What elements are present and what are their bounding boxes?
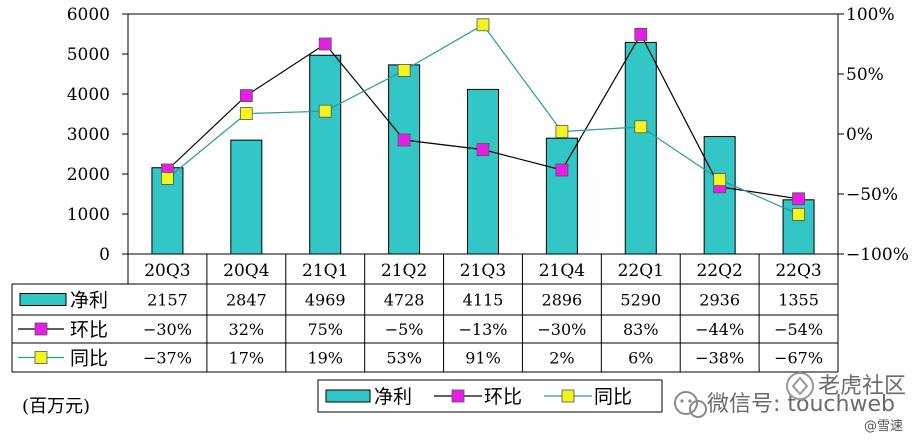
bar-21Q3 bbox=[467, 88, 499, 255]
category-label-21Q3: 21Q3 bbox=[460, 261, 506, 281]
table-cell: 2% bbox=[549, 349, 574, 368]
table-cell: 1355 bbox=[778, 291, 819, 310]
yoy-marker-20Q4 bbox=[239, 107, 253, 120]
category-label-21Q2: 21Q2 bbox=[381, 261, 427, 281]
table-cell: 5290 bbox=[620, 291, 661, 310]
ratio-lines bbox=[161, 18, 805, 221]
yoy-row-key-marker bbox=[34, 351, 48, 364]
right-y-axis: −100% −50% 0% 50% 100% bbox=[838, 5, 909, 265]
table-cell: 32% bbox=[229, 320, 265, 339]
bar-21Q1 bbox=[309, 54, 342, 255]
mom-marker-21Q3 bbox=[476, 143, 490, 157]
left-tick-label: 4000 bbox=[67, 85, 110, 105]
table-cell: −30% bbox=[143, 320, 192, 339]
table-cell: 4728 bbox=[384, 291, 425, 310]
bar-22Q1 bbox=[624, 41, 657, 255]
left-tick-label: 6000 bbox=[67, 5, 110, 25]
table-cell: −30% bbox=[537, 320, 586, 339]
row-label-0: 净利 bbox=[70, 290, 108, 312]
table-cell: −44% bbox=[695, 320, 744, 339]
table-cell: 4115 bbox=[463, 291, 504, 310]
table-cell: 91% bbox=[465, 349, 501, 368]
right-tick-label: −100% bbox=[846, 245, 909, 265]
yoy-marker-21Q3 bbox=[476, 18, 490, 32]
mom-marker-22Q1 bbox=[634, 27, 648, 41]
mom-marker-21Q2 bbox=[397, 133, 411, 147]
bar-22Q3 bbox=[782, 199, 815, 255]
category-label-21Q1: 21Q1 bbox=[302, 261, 348, 281]
mom-row-key-marker bbox=[34, 322, 48, 336]
legend-bar-swatch bbox=[325, 389, 371, 403]
table-cell: 2847 bbox=[226, 291, 267, 310]
bar-20Q4 bbox=[230, 139, 263, 255]
table-cell: 2157 bbox=[147, 291, 188, 310]
category-label-22Q1: 22Q1 bbox=[618, 261, 664, 281]
table-cell: 2896 bbox=[542, 291, 583, 310]
wechat-id-text: 微信号: touchweb bbox=[707, 392, 895, 417]
table-cell: −67% bbox=[774, 349, 823, 368]
yoy-marker-20Q3 bbox=[161, 171, 174, 185]
yoy-marker-21Q1 bbox=[318, 104, 332, 118]
yoy-marker-22Q2 bbox=[713, 173, 727, 187]
yoy-marker-22Q3 bbox=[792, 207, 805, 221]
right-tick-label: 100% bbox=[846, 5, 895, 25]
bar-21Q4 bbox=[545, 137, 578, 255]
legend-mom-marker bbox=[451, 389, 465, 403]
left-tick-label: 5000 bbox=[67, 45, 110, 65]
table-cell: 19% bbox=[307, 349, 343, 368]
bar-22Q2 bbox=[703, 136, 736, 255]
category-label-22Q3: 22Q3 bbox=[775, 261, 821, 281]
table-cell: 17% bbox=[229, 349, 265, 368]
brand-text: 老虎社区 bbox=[818, 374, 906, 399]
table-cell: 4969 bbox=[305, 291, 346, 310]
table-cell: 6% bbox=[628, 349, 653, 368]
left-tick-label: 0 bbox=[99, 245, 110, 265]
unit-label: (百万元) bbox=[22, 396, 90, 417]
legend-label-mom: 环比 bbox=[484, 386, 522, 408]
left-y-axis: 0 1000 2000 3000 4000 5000 6000 bbox=[67, 5, 128, 265]
yoy-marker-21Q2 bbox=[397, 64, 411, 77]
left-tick-label: 2000 bbox=[67, 165, 110, 185]
right-tick-label: −50% bbox=[846, 185, 898, 205]
table-cell: −38% bbox=[695, 349, 744, 368]
left-tick-label: 1000 bbox=[67, 205, 110, 225]
watermark: 微信号: touchweb 老虎社区 @雪速 bbox=[674, 372, 906, 434]
table-cell: −5% bbox=[385, 320, 424, 339]
wechat-icon bbox=[674, 391, 707, 418]
bar-21Q2 bbox=[388, 64, 421, 255]
right-tick-label: 50% bbox=[846, 65, 884, 85]
legend-label-yoy: 同比 bbox=[594, 386, 632, 408]
handle-text: @雪速 bbox=[864, 419, 903, 434]
category-label-22Q2: 22Q2 bbox=[696, 261, 742, 281]
category-label-20Q4: 20Q4 bbox=[223, 261, 269, 281]
net-profit-row-key bbox=[19, 293, 67, 306]
data-table: 20Q3 20Q4 21Q1 21Q2 21Q3 21Q4 22Q1 22Q2 22Q3 净利 21… bbox=[11, 254, 839, 373]
mom-marker-22Q3 bbox=[792, 192, 805, 206]
yoy-marker-21Q4 bbox=[555, 125, 569, 138]
legend-label-net-profit: 净利 bbox=[374, 386, 412, 408]
table-cell: 2936 bbox=[699, 291, 740, 310]
right-tick-label: 0% bbox=[846, 125, 873, 145]
mom-marker-21Q1 bbox=[318, 37, 332, 51]
table-cell: 53% bbox=[386, 349, 422, 368]
yoy-marker-22Q1 bbox=[634, 120, 648, 134]
table-cell: −54% bbox=[774, 320, 823, 339]
table-cell: −37% bbox=[143, 349, 192, 368]
mom-marker-20Q4 bbox=[239, 89, 253, 102]
row-label-2: 同比 bbox=[70, 348, 108, 370]
mom-marker-21Q4 bbox=[555, 163, 569, 177]
table-cell: 83% bbox=[623, 320, 659, 339]
table-cell: −13% bbox=[459, 320, 508, 339]
legend-box bbox=[317, 379, 663, 413]
table-cell: 75% bbox=[307, 320, 343, 339]
category-label-20Q3: 20Q3 bbox=[144, 261, 190, 281]
tiger-logo-icon bbox=[786, 372, 814, 400]
row-label-1: 环比 bbox=[70, 319, 108, 341]
left-tick-label: 3000 bbox=[67, 125, 110, 145]
legend: 净利 环比 同比 bbox=[317, 379, 663, 413]
category-label-21Q4: 21Q4 bbox=[539, 261, 585, 281]
net-profit-bars bbox=[151, 41, 815, 255]
legend-yoy-marker bbox=[561, 389, 575, 403]
